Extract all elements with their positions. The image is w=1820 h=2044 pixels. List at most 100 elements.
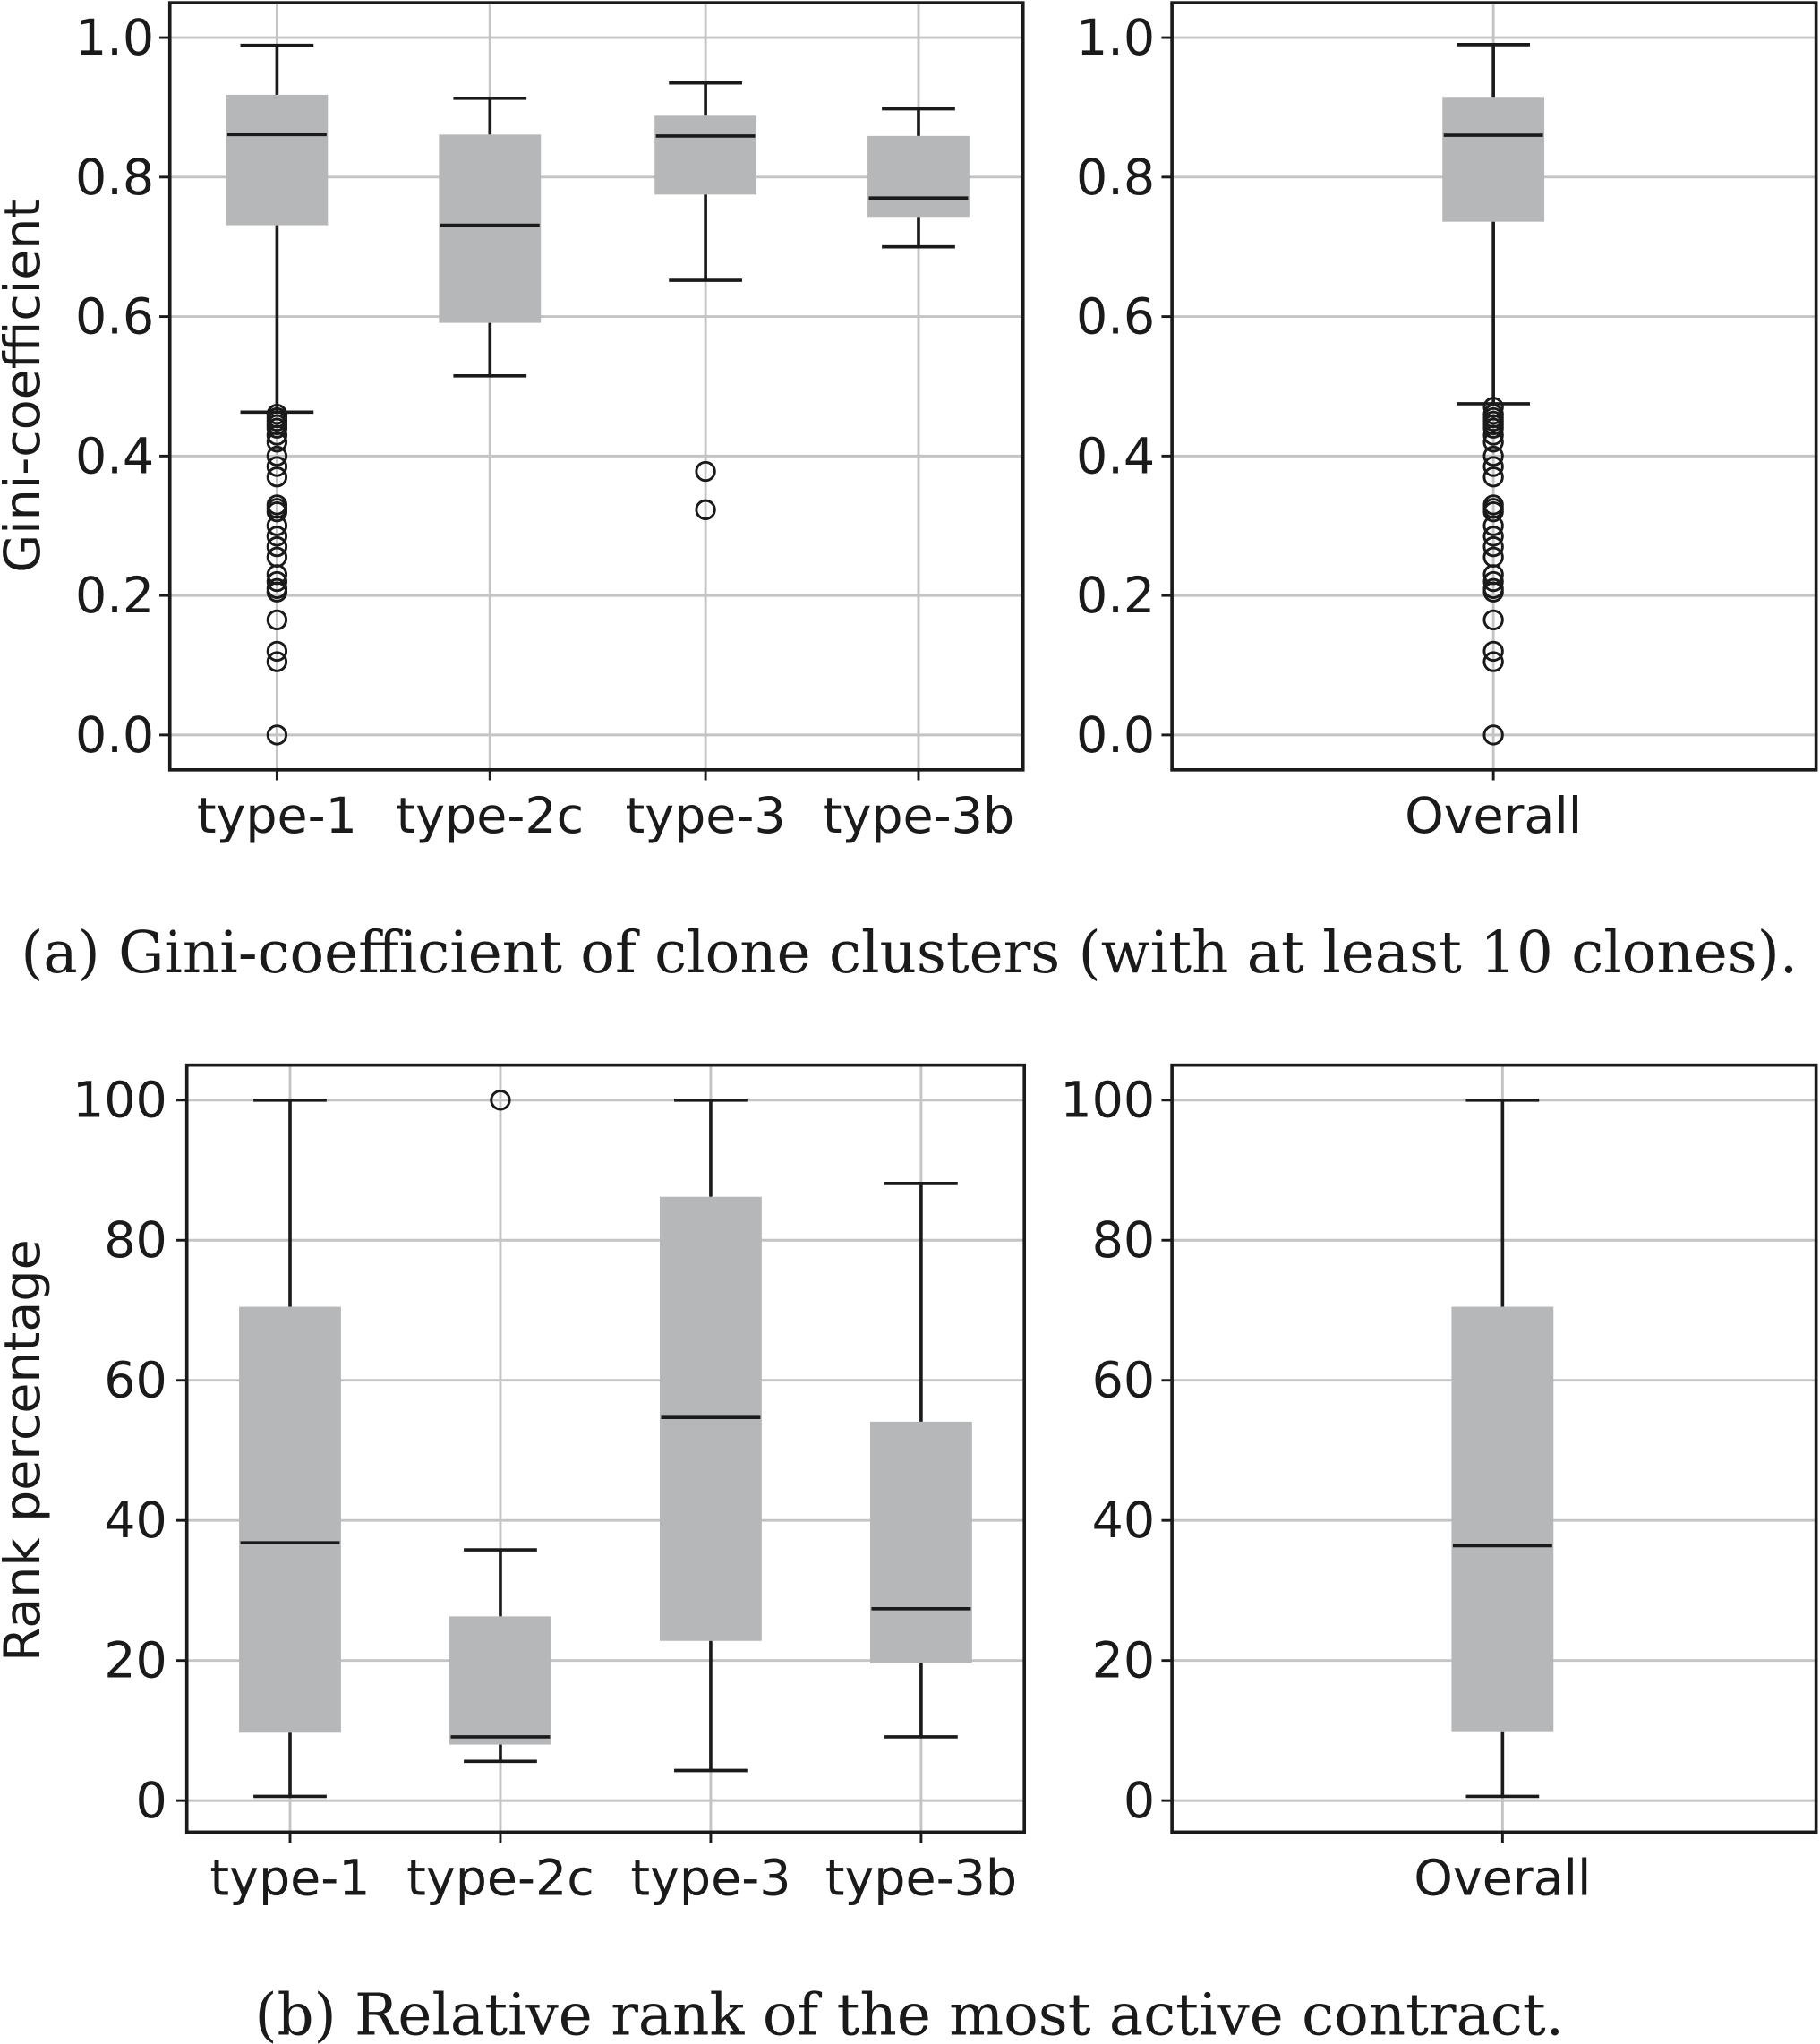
box-type-3b xyxy=(867,107,970,249)
iqr-box xyxy=(1451,1306,1554,1732)
y-tick-label: 0 xyxy=(136,1773,167,1830)
outlier-point xyxy=(695,499,716,521)
axes-frame xyxy=(167,1,1025,772)
box-type-3b xyxy=(869,1182,972,1739)
y-tick-label: 100 xyxy=(73,1073,167,1130)
panel-a-left: 0.0 0.2 0.4 0.6 0.8 1.0 type-1 type-2c type-3 typ… xyxy=(0,1,1025,845)
y-tick-label: 1.0 xyxy=(1076,10,1155,67)
outlier-point xyxy=(266,609,288,631)
y-tick-label: 0.8 xyxy=(1076,150,1155,207)
x-tick-label: type-2c xyxy=(396,788,584,845)
iqr-box xyxy=(869,1421,972,1663)
iqr-box xyxy=(867,135,970,218)
outlier-point xyxy=(266,417,288,439)
x-tick-label: Overall xyxy=(1414,1850,1591,1907)
iqr-box xyxy=(439,134,542,323)
box-type-3 xyxy=(660,1098,762,1773)
x-tick-label: type-3 xyxy=(630,1850,790,1907)
y-tick-label: 0 xyxy=(1124,1773,1155,1830)
box-type-2c xyxy=(439,97,542,378)
iqr-box xyxy=(226,94,329,226)
outlier-point xyxy=(1482,570,1504,593)
caption-b: (b) Relative rank of the most active con… xyxy=(254,1982,1564,2044)
outlier-point xyxy=(1482,432,1504,453)
outlier-point xyxy=(266,515,288,536)
panel-b-right: 0 20 40 60 80 100 Overall xyxy=(1060,1063,1818,1907)
iqr-box xyxy=(449,1616,551,1745)
box-Overall xyxy=(1442,43,1545,746)
outlier-point xyxy=(266,651,288,672)
box-Overall xyxy=(1451,1098,1554,1799)
outlier-point xyxy=(266,640,288,663)
outlier-point xyxy=(1482,640,1504,663)
outlier-point xyxy=(1482,724,1504,746)
outlier-point xyxy=(1482,581,1504,603)
x-tick-label: type-3b xyxy=(825,1850,1017,1907)
x-tick-label: Overall xyxy=(1405,788,1582,845)
outlier-point xyxy=(1482,515,1504,536)
outlier-point xyxy=(1482,500,1504,523)
box-type-3 xyxy=(654,81,757,521)
panel-a-right: 0.0 0.2 0.4 0.6 0.8 1.0 Overall xyxy=(1076,1,1818,845)
y-tick-label: 80 xyxy=(1092,1212,1156,1270)
x-tick-label: type-3 xyxy=(626,788,786,845)
x-tick-label: type-2c xyxy=(406,1850,594,1907)
iqr-box xyxy=(1442,97,1545,222)
box-type-2c xyxy=(449,1090,551,1764)
iqr-box xyxy=(239,1306,341,1733)
y-tick-label: 0.0 xyxy=(75,707,154,765)
box-type-1 xyxy=(226,43,329,746)
outlier-point xyxy=(266,432,288,453)
outlier-point xyxy=(266,424,288,446)
outlier-point xyxy=(1482,651,1504,672)
outlier-point xyxy=(266,581,288,603)
outlier-point xyxy=(1482,424,1504,446)
axes-frame xyxy=(184,1063,1027,1834)
outlier-point xyxy=(490,1090,511,1111)
axes-frame xyxy=(1170,1063,1818,1834)
outlier-point xyxy=(266,535,288,558)
y-tick-label: 0.2 xyxy=(75,568,154,625)
outlier-point xyxy=(1482,609,1504,631)
x-tick-label: type-1 xyxy=(197,788,357,845)
panel-b-left: 0 20 40 60 80 100 type-1 type-2c type-3 type-3b Ra… xyxy=(0,1063,1027,1907)
outlier-point xyxy=(266,466,288,488)
outlier-point xyxy=(1482,526,1504,547)
outlier-point xyxy=(1482,466,1504,488)
y-tick-label: 0.0 xyxy=(1076,707,1155,765)
box-type-1 xyxy=(239,1098,341,1799)
y-tick-label: 0.4 xyxy=(75,428,154,485)
outlier-point xyxy=(266,456,288,477)
outlier-point xyxy=(695,460,716,483)
y-tick-label: 20 xyxy=(1092,1633,1156,1690)
outlier-point xyxy=(266,570,288,593)
x-tick-label: type-1 xyxy=(209,1850,370,1907)
y-tick-label: 0.6 xyxy=(75,289,154,346)
y-axis-label: Gini-coefficient xyxy=(0,199,52,573)
outlier-point xyxy=(266,500,288,523)
y-tick-label: 0.6 xyxy=(1076,289,1155,346)
caption-a: (a) Gini-coefficient of clone clusters (… xyxy=(21,919,1798,987)
outlier-point xyxy=(266,724,288,746)
y-tick-label: 40 xyxy=(104,1492,167,1550)
y-tick-label: 60 xyxy=(1092,1353,1156,1410)
x-tick-label: type-3b xyxy=(823,788,1014,845)
outlier-point xyxy=(266,526,288,547)
iqr-box xyxy=(654,115,757,195)
y-axis-label: Rank percentage xyxy=(0,1239,52,1662)
outlier-point xyxy=(1482,535,1504,558)
y-tick-label: 80 xyxy=(104,1212,167,1270)
y-tick-label: 0.8 xyxy=(75,150,154,207)
outlier-point xyxy=(1482,445,1504,467)
y-tick-label: 1.0 xyxy=(75,10,154,67)
y-tick-label: 0.2 xyxy=(1076,568,1155,625)
y-tick-label: 40 xyxy=(1092,1492,1156,1550)
y-tick-label: 20 xyxy=(104,1633,167,1690)
axes-frame xyxy=(1170,1,1818,772)
y-tick-label: 100 xyxy=(1060,1073,1155,1130)
outlier-point xyxy=(1482,456,1504,477)
y-tick-label: 60 xyxy=(104,1353,167,1410)
y-tick-label: 0.4 xyxy=(1076,428,1155,485)
outlier-point xyxy=(266,445,288,467)
